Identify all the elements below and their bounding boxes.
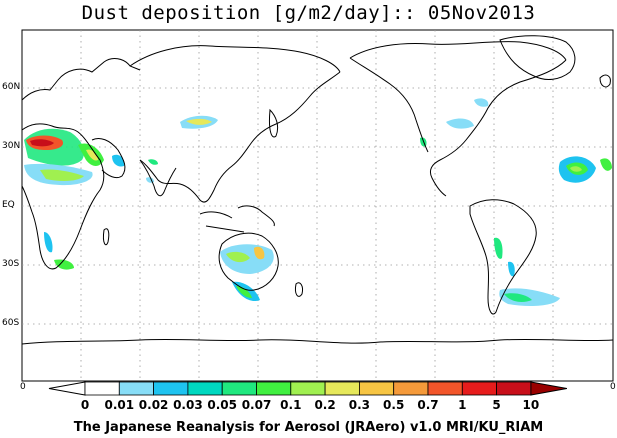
dust-area-north-america-2	[474, 98, 489, 107]
map-frame	[21, 29, 614, 382]
coast-greenland	[499, 35, 576, 80]
colorbar-swatch	[461, 381, 497, 396]
colorbar-tick-label: 1	[458, 398, 467, 412]
colorbar-tick-label: 10	[522, 398, 540, 412]
coast-asia	[129, 45, 341, 203]
coast-new-zealand	[295, 282, 303, 297]
dust-deposition-fields	[24, 98, 612, 306]
colorbar-tick-label: 0.3	[348, 398, 371, 412]
colorbar-tick-label: 0.1	[280, 398, 302, 412]
colorbar-tick-label: 0.07	[241, 398, 272, 412]
colorbar-swatch	[324, 381, 360, 396]
dust-area-south-asia	[148, 159, 158, 165]
dust-area-north-africa-peak	[30, 139, 54, 147]
coast-japan	[269, 108, 279, 138]
colorbar-swatch	[153, 381, 189, 396]
colorbar-tick-label: 0	[80, 398, 90, 412]
colorbar-tick-label: 0.7	[417, 398, 439, 412]
coast-india	[139, 159, 177, 197]
colorbar-swatch	[358, 381, 395, 396]
lat-label-60n: 60N	[2, 82, 21, 92]
dust-area-patagonia-core	[504, 293, 532, 302]
coast-south-america	[469, 199, 537, 315]
colorbar-swatch	[84, 381, 120, 396]
coast-arabia	[91, 137, 126, 179]
colorbar-high-arrow	[530, 381, 567, 396]
dust-area-south-america-2	[508, 261, 515, 277]
colorbar-swatch	[256, 381, 292, 396]
dust-area-arabia-core	[86, 149, 98, 161]
dust-area-sahel-inner	[40, 169, 84, 181]
coast-north-america	[349, 41, 567, 197]
colorbar-swatch	[187, 381, 223, 396]
colorbar-swatch	[118, 381, 155, 396]
colorbar-tick-label: 5	[492, 398, 501, 412]
colorbar-low-arrow	[48, 381, 86, 396]
coast-uk	[599, 74, 611, 88]
coastlines	[21, 35, 614, 345]
dust-area-persian-gulf	[112, 154, 125, 167]
colorbar-tick-label: 0.05	[207, 398, 237, 412]
lat-label-60s: 60S	[2, 318, 20, 328]
dust-area-south-africa	[44, 232, 53, 253]
dust-area-north-america	[446, 118, 474, 129]
colorbar-tick-label: 0.02	[138, 398, 169, 412]
colorbar-tick-label: 0.01	[104, 398, 135, 412]
dust-area-south-africa-2	[54, 259, 74, 270]
map-title: Dust deposition [g/m2/day]:: 05Nov2013	[81, 2, 536, 24]
dust-area-atlantic-peak	[570, 166, 582, 172]
colorbar-swatch	[221, 381, 257, 396]
colorbar-tick-label: 0.03	[173, 398, 203, 412]
colorbar-swatch	[496, 381, 532, 396]
coast-australia	[218, 232, 279, 291]
lat-lon-grid	[22, 30, 613, 381]
dust-area-south-america	[494, 237, 503, 259]
edge-label-left: 0	[20, 382, 26, 392]
coast-indonesia	[199, 205, 275, 233]
credit-line: The Japanese Reanalysis for Aerosol (JRA…	[73, 420, 544, 435]
lat-label-eq: EQ	[2, 200, 15, 210]
edge-label-right: 0	[610, 382, 616, 392]
colorbar-swatch	[290, 381, 326, 396]
coast-madagascar	[103, 228, 110, 246]
colorbar-swatch	[393, 381, 429, 396]
colorbar-tick-label: 0.5	[383, 398, 405, 412]
colorbar-swatch	[427, 381, 463, 396]
dust-area-patagonia	[499, 288, 560, 306]
dust-area-australia-core	[226, 251, 250, 263]
lat-label-30n: 30N	[2, 141, 21, 151]
coast-africa-europe	[21, 58, 141, 270]
colorbar-tick-label: 0.2	[314, 398, 336, 412]
coast-antarctica	[21, 338, 614, 345]
dust-area-central-asia-core	[186, 118, 212, 125]
lat-label-30s: 30S	[2, 259, 20, 269]
dust-area-australia-east	[254, 246, 265, 260]
dust-area-tasman-core	[236, 286, 252, 298]
dust-area-west-sahara	[600, 158, 612, 171]
